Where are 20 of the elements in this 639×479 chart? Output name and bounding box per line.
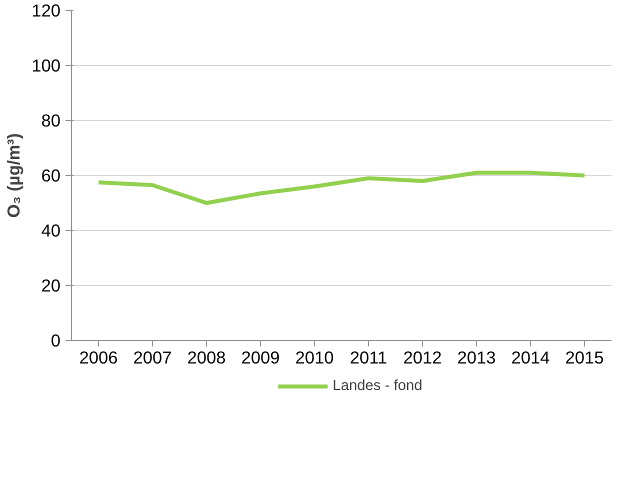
y-tick-label: 20 — [41, 276, 61, 296]
x-tick-label: 2007 — [133, 348, 172, 368]
y-tick-label: 80 — [41, 110, 61, 130]
y-tick-label: 0 — [50, 330, 61, 350]
x-tick-label: 2015 — [565, 348, 604, 368]
legend-label: Landes - fond — [332, 378, 422, 394]
x-tick-label: 2013 — [457, 348, 496, 368]
x-tick-label: 2014 — [511, 348, 550, 368]
x-tick-label: 2011 — [350, 348, 388, 368]
y-tick-label: 40 — [41, 220, 61, 240]
x-tick-label: 2008 — [187, 348, 226, 368]
x-tick-label: 2010 — [295, 348, 334, 368]
y-tick-label: 120 — [32, 0, 61, 20]
line-series — [96, 170, 586, 205]
y-axis-title: O₃ (µg/m³) — [4, 133, 24, 218]
x-tick-label: 2009 — [241, 348, 280, 368]
y-tick-label: 60 — [41, 166, 61, 186]
y-tick-label: 100 — [32, 56, 61, 76]
x-tick-label: 2006 — [79, 348, 118, 368]
x-tick-label: 2012 — [403, 348, 442, 368]
